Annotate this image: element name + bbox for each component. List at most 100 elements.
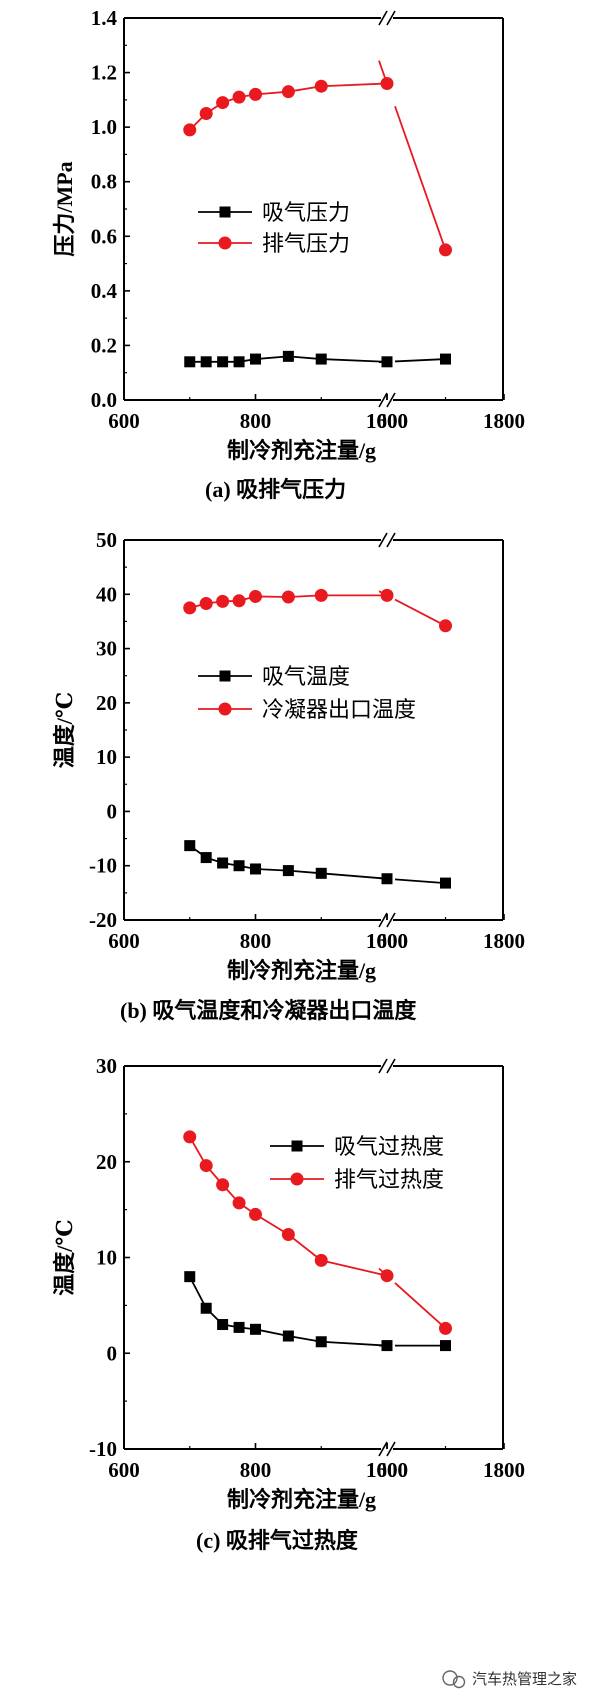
data-point-square xyxy=(315,867,327,879)
data-point-circle xyxy=(183,601,197,615)
y-tick-label: -10 xyxy=(89,1437,117,1461)
y-tick-label: 30 xyxy=(96,1054,117,1078)
data-point-square xyxy=(233,1321,245,1333)
data-point-circle xyxy=(380,588,394,602)
x-tick-label: 800 xyxy=(240,1458,272,1482)
legend-marker-square xyxy=(291,1140,303,1152)
data-point-circle xyxy=(232,90,246,104)
axis-break-mark xyxy=(378,912,388,928)
axis-break-mark xyxy=(378,1058,388,1074)
axis-break-mark xyxy=(386,912,396,928)
series-line-break-right-1 xyxy=(394,878,446,884)
x-tick-label: 1800 xyxy=(483,929,525,953)
data-point-square xyxy=(250,863,261,875)
data-point-square xyxy=(440,1340,451,1352)
y-axis-label: 压力/MPa xyxy=(52,161,77,256)
data-point-circle xyxy=(199,107,213,120)
data-point-circle xyxy=(199,1159,213,1173)
x-tick-label: 1000 xyxy=(366,409,408,433)
series-line-break-right-1 xyxy=(394,358,446,363)
y-tick-label: -20 xyxy=(89,908,117,932)
x-tick-label: 1800 xyxy=(483,409,525,433)
x-tick-label: 600 xyxy=(108,409,140,433)
x-axis-label: 制冷剂充注量/g xyxy=(227,958,376,983)
data-point-circle xyxy=(249,589,262,603)
y-tick-label: 1.4 xyxy=(91,6,118,30)
data-point-square xyxy=(184,840,196,852)
data-point-circle xyxy=(216,96,230,110)
axis-break-mark xyxy=(386,1058,396,1074)
data-point-square xyxy=(217,356,229,368)
y-tick-label: 40 xyxy=(96,582,117,606)
wechat-icon xyxy=(442,1670,458,1686)
data-point-square xyxy=(217,857,229,869)
data-point-square xyxy=(315,1336,327,1348)
data-point-circle xyxy=(216,1178,230,1192)
x-tick-label: 600 xyxy=(108,929,140,953)
data-point-square xyxy=(440,877,451,889)
panel-caption: (b) 吸气温度和冷凝器出口温度 xyxy=(120,998,417,1023)
x-axis-label: 制冷剂充注量/g xyxy=(227,1487,376,1512)
data-point-circle xyxy=(281,85,295,99)
data-point-circle xyxy=(281,590,295,604)
legend-marker-square xyxy=(219,670,231,682)
legend-label: 吸气过热度 xyxy=(334,1134,444,1159)
x-tick-label: 1600 xyxy=(366,929,408,953)
series-line-break-right-2 xyxy=(394,598,446,627)
data-point-square xyxy=(440,353,451,365)
y-tick-label: 10 xyxy=(96,1246,117,1270)
legend-label: 排气压力 xyxy=(262,231,350,256)
y-tick-label: -10 xyxy=(89,854,117,878)
x-tick-label: 800 xyxy=(240,929,272,953)
data-point-circle xyxy=(380,1269,394,1283)
data-point-circle xyxy=(232,1196,246,1210)
legend-label: 冷凝器出口温度 xyxy=(262,697,416,722)
axis-break-mark xyxy=(386,1441,396,1457)
data-point-square xyxy=(381,1340,393,1352)
legend-label: 吸气温度 xyxy=(262,664,350,689)
axis-break-mark xyxy=(386,532,396,548)
y-tick-label: 0 xyxy=(107,799,118,823)
data-point-square xyxy=(217,1319,229,1331)
axis-break-mark xyxy=(378,10,388,26)
y-tick-label: 0.8 xyxy=(91,170,117,194)
legend-marker-circle xyxy=(290,1172,304,1186)
axis-break-mark xyxy=(378,392,388,408)
y-axis-label: 温度/℃ xyxy=(52,1219,77,1295)
data-point-square xyxy=(282,350,294,362)
data-point-circle xyxy=(439,243,452,257)
y-tick-label: 20 xyxy=(96,1150,117,1174)
data-point-circle xyxy=(183,1130,197,1144)
data-point-square xyxy=(315,353,327,365)
data-point-square xyxy=(250,1323,261,1335)
y-tick-label: 30 xyxy=(96,637,117,661)
data-point-square xyxy=(184,1271,196,1283)
data-point-circle xyxy=(232,594,246,608)
x-tick-label: 1800 xyxy=(483,1458,525,1482)
y-tick-label: 0.4 xyxy=(91,279,118,303)
y-axis-label: 温度/℃ xyxy=(52,692,77,768)
data-point-circle xyxy=(314,588,328,602)
data-point-circle xyxy=(199,597,213,611)
wechat-icon-bubble xyxy=(452,1675,466,1689)
y-tick-label: 1.0 xyxy=(91,115,117,139)
data-point-square xyxy=(200,852,212,864)
x-tick-label: 1000 xyxy=(366,929,408,953)
data-point-circle xyxy=(380,76,394,90)
data-point-circle xyxy=(183,123,197,137)
x-tick-label: 1600 xyxy=(366,409,408,433)
legend-marker-circle xyxy=(218,702,232,716)
axis-break-mark xyxy=(386,10,396,26)
data-point-square xyxy=(200,356,212,368)
data-point-square xyxy=(381,356,393,368)
y-tick-label: 50 xyxy=(96,528,117,552)
axis-break-mark xyxy=(386,392,396,408)
y-tick-label: 0 xyxy=(107,1341,118,1365)
data-point-circle xyxy=(314,1253,328,1267)
data-point-square xyxy=(184,356,196,368)
legend-label: 吸气压力 xyxy=(262,200,350,225)
legend-label: 排气过热度 xyxy=(334,1167,444,1192)
